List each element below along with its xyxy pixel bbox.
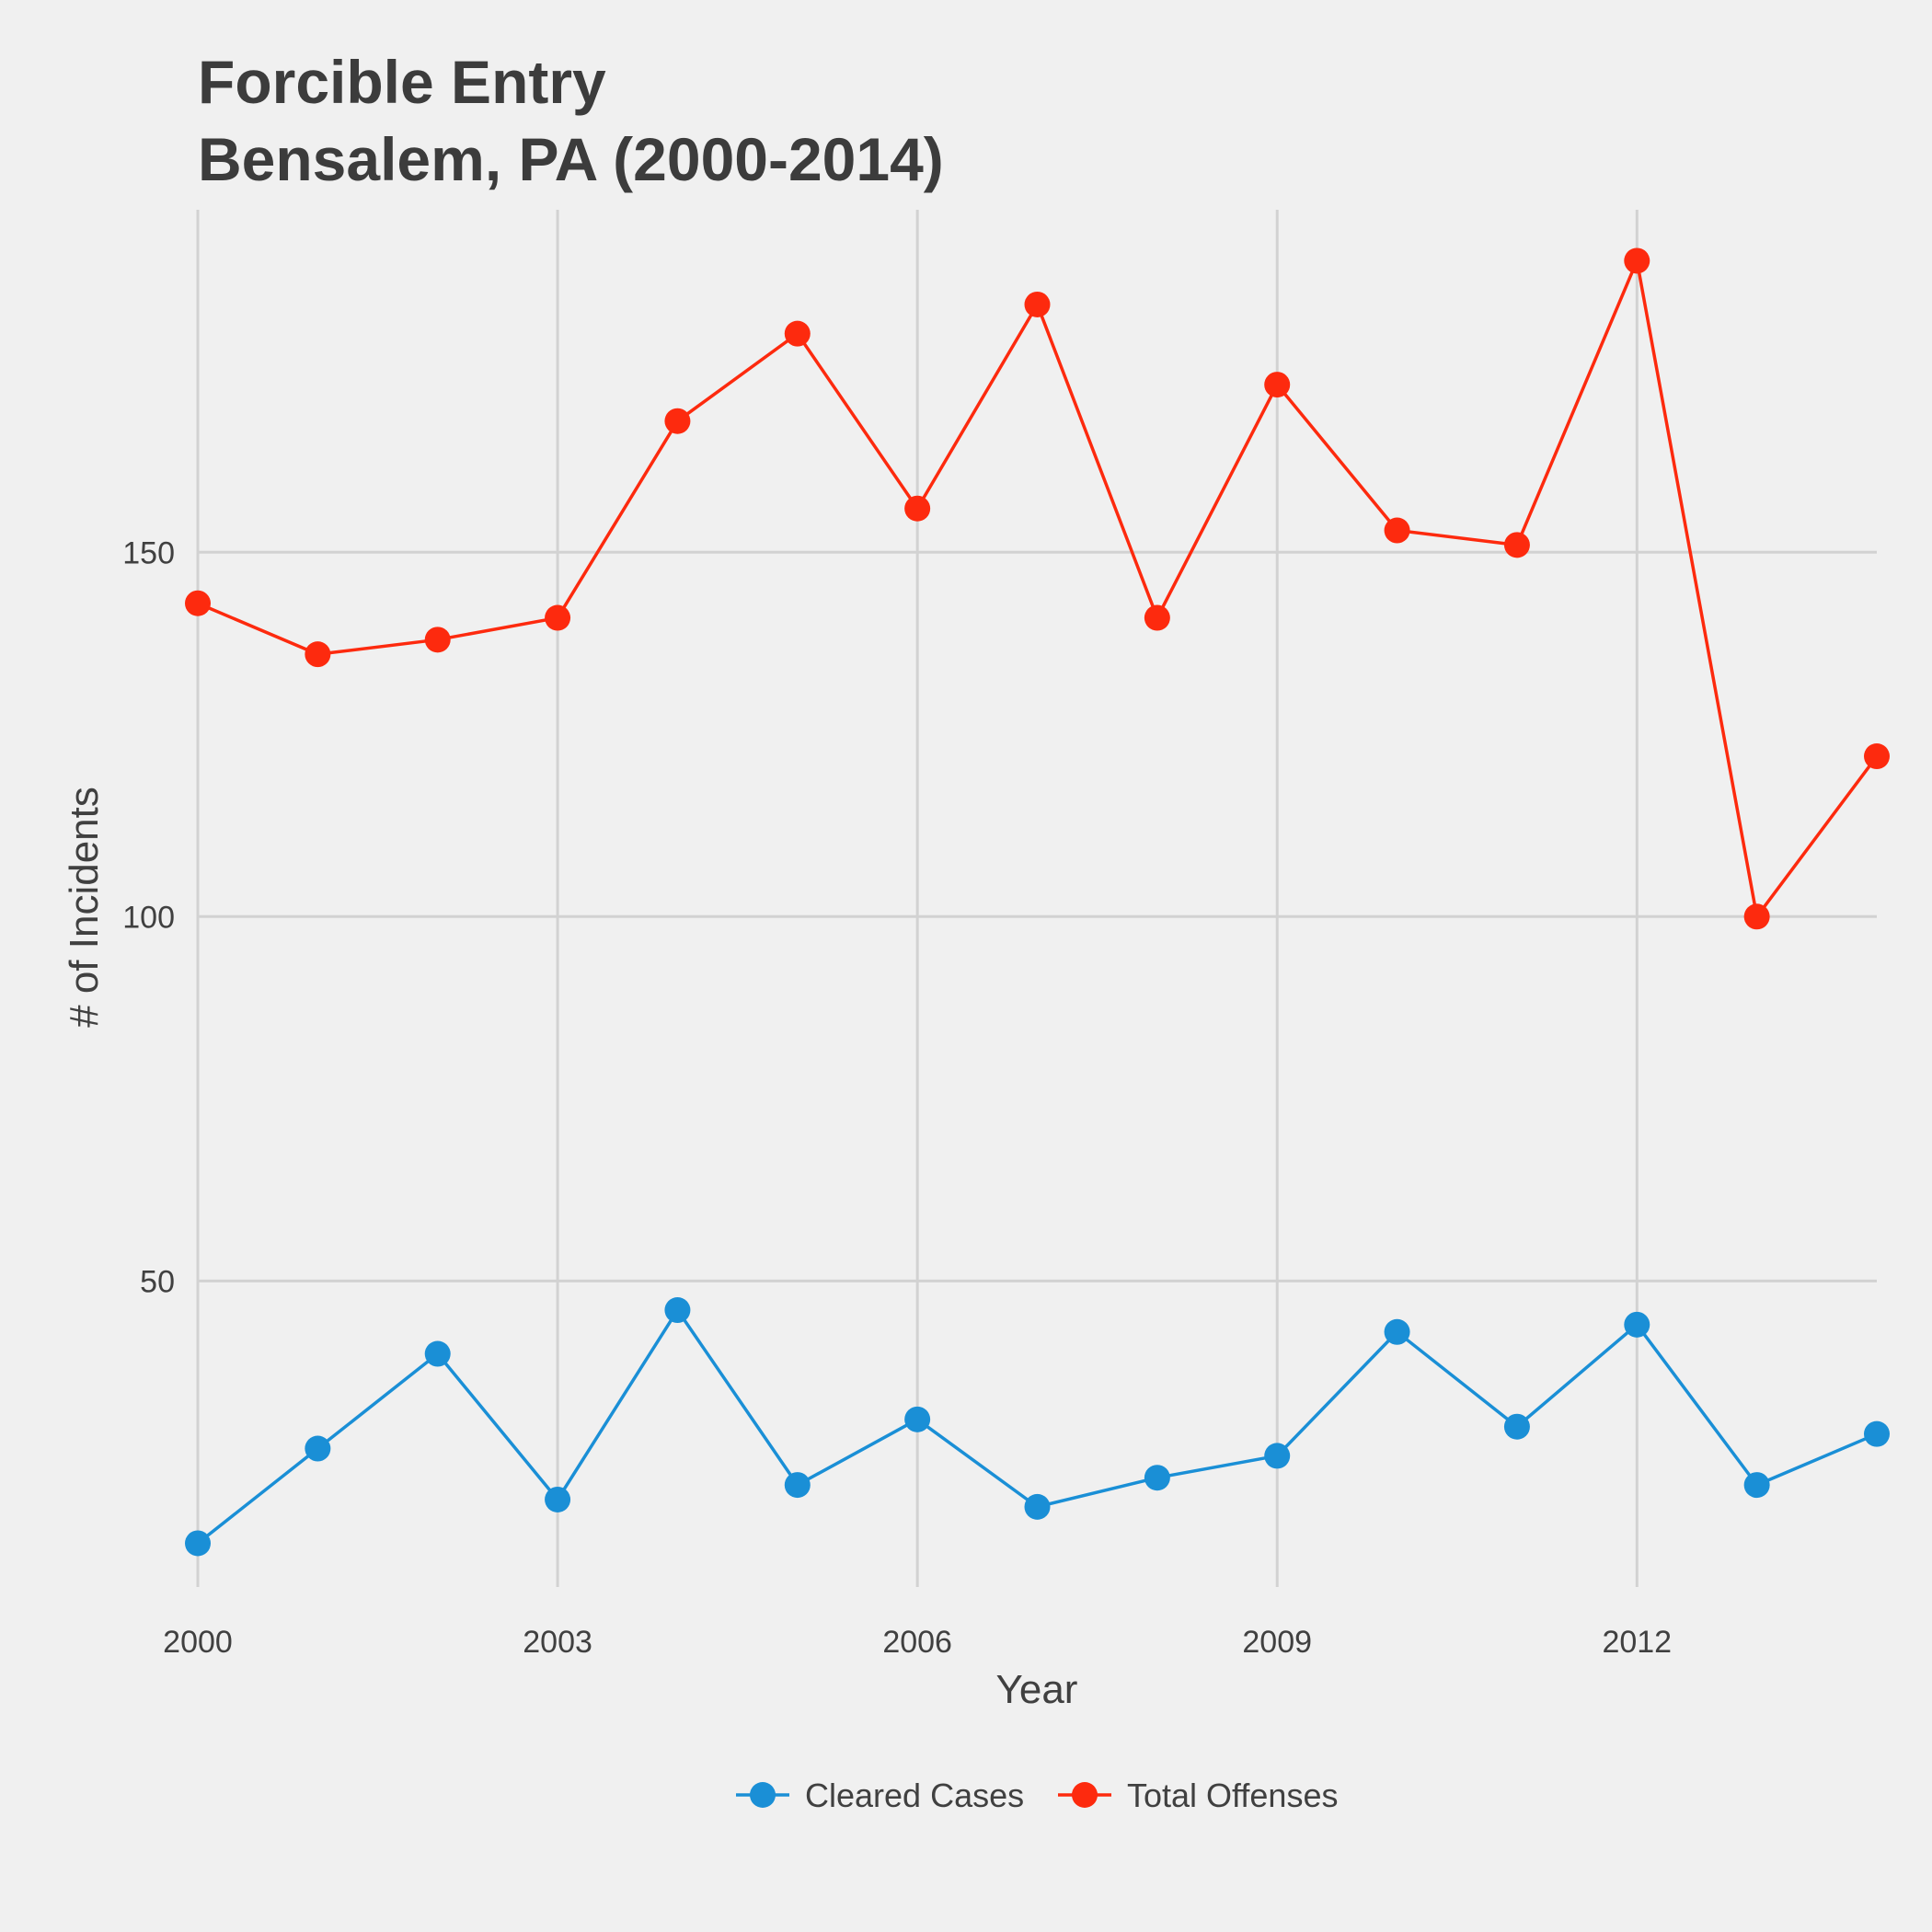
data-point <box>1264 372 1291 398</box>
legend-label: Cleared Cases <box>805 1777 1024 1814</box>
data-point <box>664 1297 691 1324</box>
data-point <box>904 495 931 522</box>
data-point <box>424 627 451 653</box>
x-tick-label: 2003 <box>523 1625 592 1660</box>
y-axis-ticks: 50 100 150 <box>122 535 175 1299</box>
x-axis-ticks: 2000 2003 2006 2009 2012 <box>163 1625 1672 1660</box>
data-point <box>784 320 811 347</box>
data-point <box>1743 1472 1770 1499</box>
data-point <box>185 1530 211 1557</box>
legend-key-marker <box>1072 1782 1098 1808</box>
data-point <box>1503 532 1530 558</box>
x-tick-label: 2006 <box>882 1625 952 1660</box>
legend-item: Cleared Cases <box>736 1777 1024 1814</box>
data-point <box>1864 743 1890 770</box>
grid-lines <box>196 210 1877 1587</box>
y-tick-label: 150 <box>122 535 175 570</box>
data-point <box>305 641 331 668</box>
data-point <box>305 1435 331 1462</box>
y-tick-label: 100 <box>122 900 175 935</box>
data-point <box>1624 247 1650 274</box>
data-point <box>1144 1465 1170 1491</box>
data-point <box>784 1472 811 1499</box>
data-point <box>1024 1493 1051 1520</box>
data-point <box>185 590 211 616</box>
data-point <box>1384 517 1410 544</box>
x-tick-label: 2012 <box>1602 1625 1672 1660</box>
series-layer <box>185 247 1890 1557</box>
chart-subtitle: Bensalem, PA (2000-2014) <box>198 125 944 193</box>
plot-area <box>185 210 1890 1587</box>
data-point <box>1384 1318 1410 1345</box>
legend-item: Total Offenses <box>1058 1777 1338 1814</box>
legend-key-marker <box>750 1782 776 1808</box>
data-point <box>1503 1413 1530 1440</box>
data-point <box>424 1340 451 1367</box>
y-tick-label: 50 <box>140 1264 175 1299</box>
data-point <box>545 604 571 631</box>
data-point <box>1624 1311 1650 1338</box>
data-point <box>1024 291 1051 317</box>
y-axis-title: # of Incidents <box>62 787 107 1028</box>
data-point <box>664 408 691 434</box>
data-point <box>1264 1443 1291 1469</box>
x-axis-title: Year <box>996 1667 1078 1712</box>
x-tick-label: 2009 <box>1242 1625 1312 1660</box>
data-point <box>545 1486 571 1512</box>
data-point <box>1743 903 1770 930</box>
legend-label: Total Offenses <box>1127 1777 1338 1814</box>
x-tick-label: 2000 <box>163 1625 233 1660</box>
data-point <box>904 1406 931 1432</box>
series-total-offenses <box>185 247 1890 930</box>
legend: Cleared Cases Total Offenses <box>736 1777 1338 1814</box>
series-cleared-cases <box>185 1297 1890 1557</box>
chart-title: Forcible Entry <box>198 48 606 116</box>
data-point <box>1144 604 1170 631</box>
data-point <box>1864 1420 1890 1447</box>
